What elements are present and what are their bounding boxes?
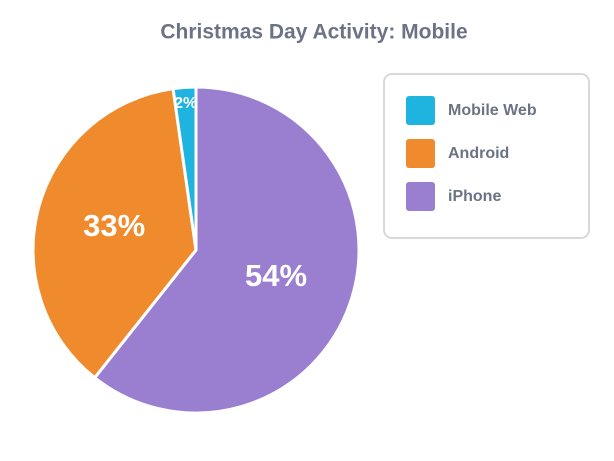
legend-box (383, 73, 590, 239)
legend-label: Mobile Web (448, 102, 537, 119)
pie-slice (31, 87, 198, 380)
legend-label: Android (448, 145, 509, 162)
chart-title: Christmas Day Activity: Mobile (160, 21, 467, 44)
pie-slice (93, 85, 361, 415)
data-label: 33% (83, 208, 145, 243)
data-label: 2% (174, 95, 197, 112)
legend-swatch (406, 96, 435, 125)
legend-swatch (406, 182, 435, 211)
legend-label: iPhone (448, 188, 501, 205)
data-label: 54% (245, 258, 307, 293)
legend-swatch (406, 139, 435, 168)
pie-slice (171, 85, 198, 252)
